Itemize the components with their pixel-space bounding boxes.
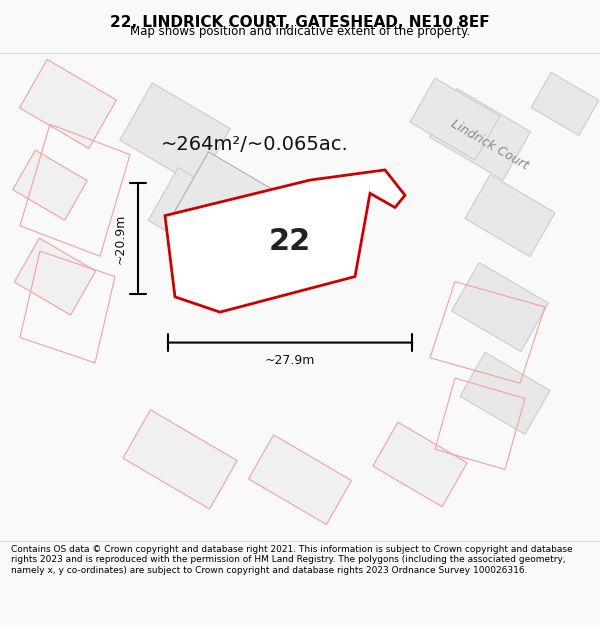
Polygon shape (148, 168, 252, 264)
Polygon shape (410, 78, 500, 160)
Polygon shape (248, 435, 352, 524)
Text: ~264m²/~0.065ac.: ~264m²/~0.065ac. (161, 135, 349, 154)
Polygon shape (165, 170, 405, 312)
Polygon shape (465, 174, 555, 257)
Text: Lindrick Court: Lindrick Court (449, 117, 531, 172)
Polygon shape (173, 152, 286, 259)
Text: 22: 22 (269, 226, 311, 256)
Text: 22, LINDRICK COURT, GATESHEAD, NE10 8EF: 22, LINDRICK COURT, GATESHEAD, NE10 8EF (110, 15, 490, 30)
Text: ~20.9m: ~20.9m (113, 213, 127, 264)
Polygon shape (123, 410, 237, 509)
Text: Map shows position and indicative extent of the property.: Map shows position and indicative extent… (130, 25, 470, 38)
Polygon shape (13, 150, 87, 220)
Polygon shape (120, 83, 230, 186)
Polygon shape (460, 352, 550, 434)
Text: Contains OS data © Crown copyright and database right 2021. This information is : Contains OS data © Crown copyright and d… (11, 545, 572, 574)
Polygon shape (20, 59, 116, 148)
Polygon shape (430, 89, 530, 180)
Polygon shape (452, 262, 548, 351)
Polygon shape (14, 238, 95, 315)
Polygon shape (373, 422, 467, 507)
Text: ~27.9m: ~27.9m (265, 354, 315, 367)
Polygon shape (531, 72, 599, 136)
